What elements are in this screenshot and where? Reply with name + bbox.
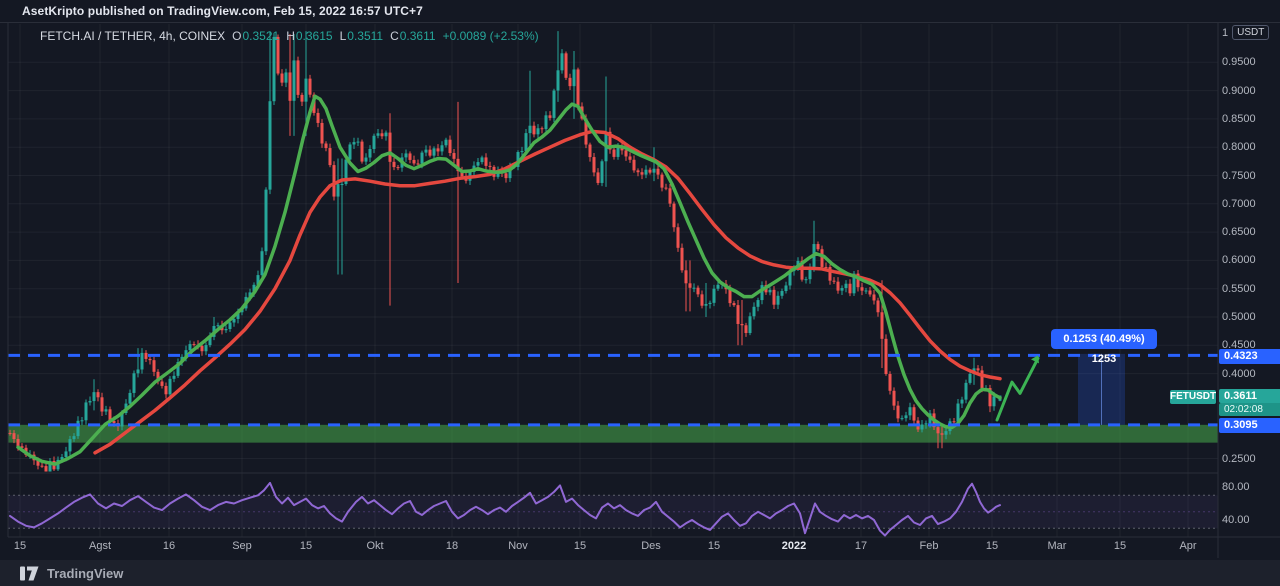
time-tick-15-8: 15 xyxy=(573,540,587,552)
time-tick-Apr-17: Apr xyxy=(1179,540,1197,552)
time-tick-18-6: 18 xyxy=(445,540,459,552)
legend-low: L 0.3511 xyxy=(339,29,384,43)
legend-high: H 0.3615 xyxy=(286,29,333,43)
price-tick-0.6000: 0.6000 xyxy=(1222,254,1256,267)
price-tick-0.4500: 0.4500 xyxy=(1222,339,1256,352)
time-tick-15-10: 15 xyxy=(707,540,721,552)
attribution-text: AsetKripto published on TradingView.com,… xyxy=(22,4,423,18)
candle-countdown: 02:02:08 xyxy=(1219,403,1280,416)
tradingview-logo-icon[interactable] xyxy=(20,566,39,581)
legend-open: O 0.3521 xyxy=(232,29,280,43)
time-tick-Sep-3: Sep xyxy=(232,540,252,552)
legend-close: C 0.3611 xyxy=(390,29,436,43)
resistance-price-badge: 0.4323 xyxy=(1219,349,1280,364)
price-tick-0.7500: 0.7500 xyxy=(1222,169,1256,182)
price-axis-unit: 1 USDT xyxy=(1222,25,1270,40)
time-tick-15-4: 15 xyxy=(299,540,313,552)
time-tick-Mar-15: Mar xyxy=(1047,540,1067,552)
price-tick-0.8500: 0.8500 xyxy=(1222,112,1256,125)
time-tick-Agst-1: Agst xyxy=(88,540,111,552)
time-tick-Feb-13: Feb xyxy=(919,540,939,552)
price-tick-0.7000: 0.7000 xyxy=(1222,197,1256,210)
price-tick-0.9500: 0.9500 xyxy=(1222,56,1256,69)
price-tick-0.8000: 0.8000 xyxy=(1222,141,1256,154)
last-price-badge: 0.3611 xyxy=(1219,389,1280,403)
time-tick-15-14: 15 xyxy=(985,540,999,552)
time-tick-Okt-5: Okt xyxy=(366,540,384,552)
time-tick-15-0: 15 xyxy=(13,540,27,552)
time-tick-Des-9: Des xyxy=(641,540,661,552)
time-tick-15-16: 15 xyxy=(1113,540,1127,552)
currency-unit-chip[interactable]: USDT xyxy=(1232,25,1270,40)
time-tick-2022-11: 2022 xyxy=(781,540,807,552)
symbol-price-tag[interactable]: FETUSDT xyxy=(1170,390,1217,404)
footer-bar: TradingView xyxy=(0,560,1280,586)
time-tick-17-12: 17 xyxy=(854,540,868,552)
support-price-badge: 0.3095 xyxy=(1219,418,1280,433)
time-tick-Nov-7: Nov xyxy=(508,540,528,552)
rsi-tick-40.00: 40.00 xyxy=(1222,514,1250,526)
price-tick-0.5000: 0.5000 xyxy=(1222,311,1256,323)
time-tick-16-2: 16 xyxy=(162,540,176,552)
price-range-label[interactable]: 0.1253 (40.49%) 1253 xyxy=(1051,329,1157,365)
price-tick-0.4000: 0.4000 xyxy=(1222,367,1256,380)
axis-top-value: 1 xyxy=(1222,26,1229,39)
rsi-tick-80.00: 80.00 xyxy=(1222,481,1250,493)
price-tick-0.2500: 0.2500 xyxy=(1222,452,1256,465)
tradingview-brand-text[interactable]: TradingView xyxy=(47,565,124,581)
price-tick-0.6500: 0.6500 xyxy=(1222,226,1256,239)
legend-change: +0.0089 (+2.53%) xyxy=(442,29,539,43)
legend-symbol[interactable]: FETCH.AI / TETHER, 4h, COINEX xyxy=(40,29,226,43)
price-tick-0.5500: 0.5500 xyxy=(1222,282,1256,295)
price-tick-0.9000: 0.9000 xyxy=(1222,84,1256,97)
